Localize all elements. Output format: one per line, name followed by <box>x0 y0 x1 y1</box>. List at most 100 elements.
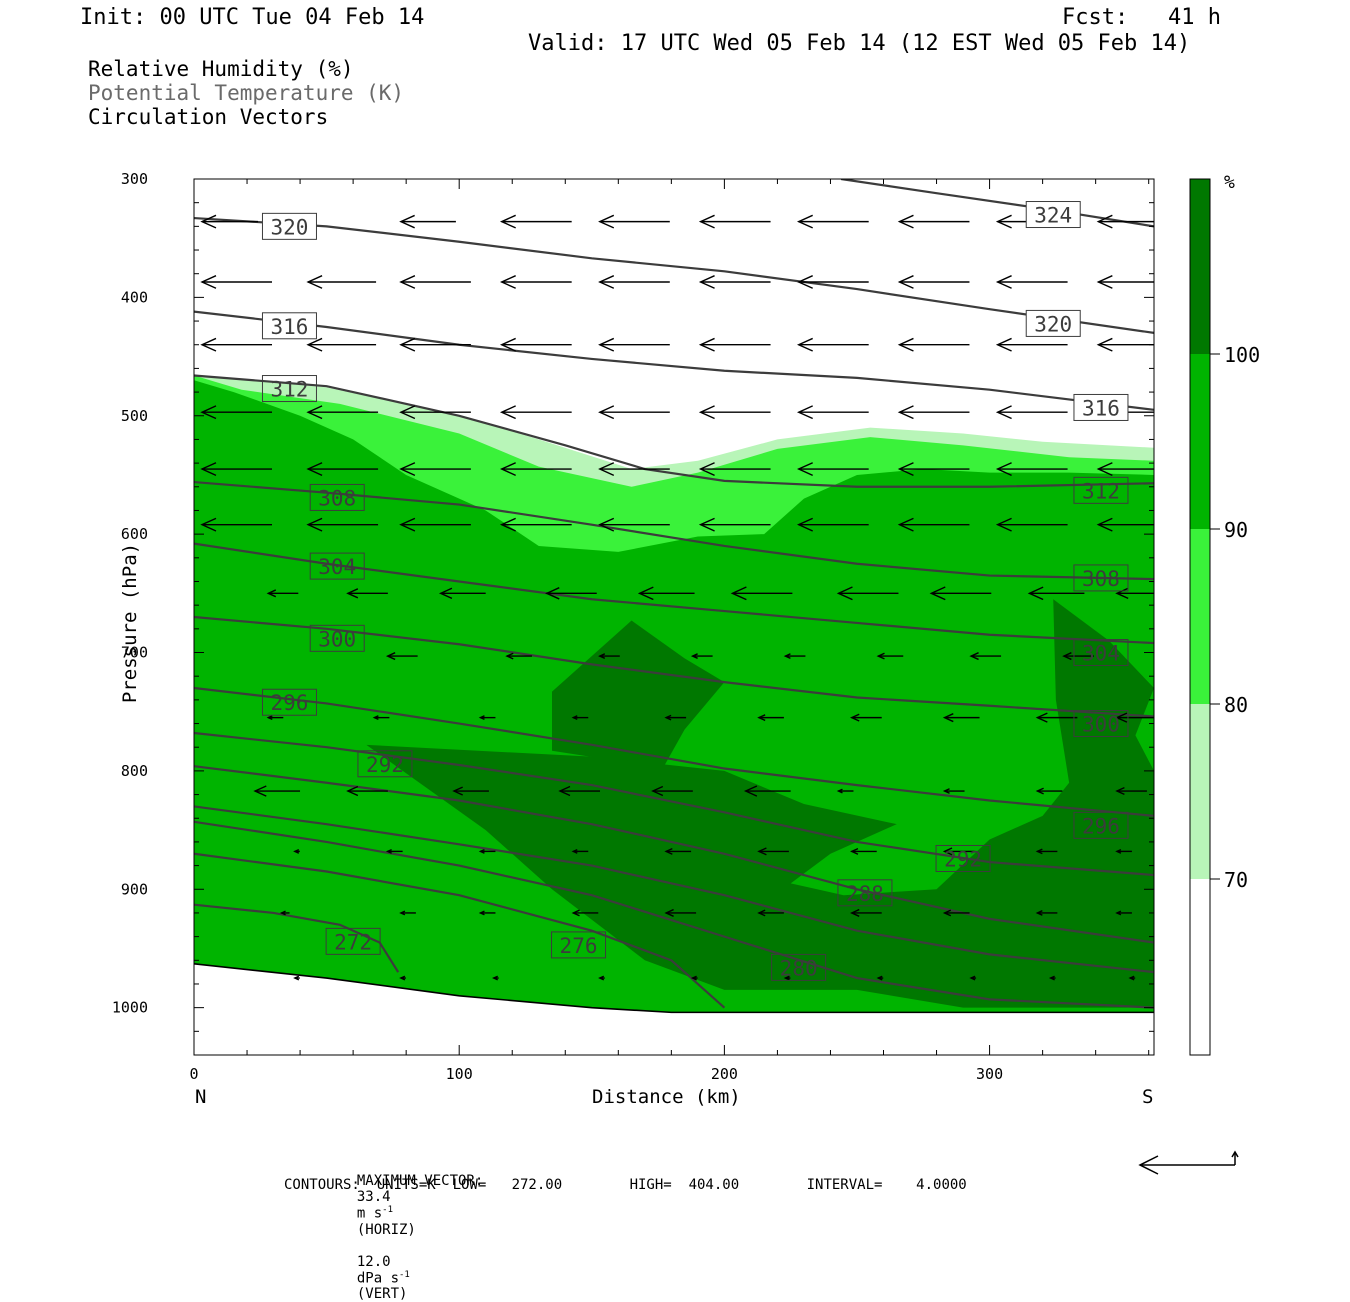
wind-vector <box>876 652 904 660</box>
wind-vector <box>598 517 670 532</box>
colorbar-bin-80 <box>1190 529 1210 704</box>
wind-vector <box>478 848 496 854</box>
horiz-exp: -1 <box>382 1205 393 1215</box>
wind-vector <box>306 337 377 352</box>
theta-contour-304 <box>194 542 1154 645</box>
svg-text:288: 288 <box>846 882 884 906</box>
wind-vector <box>1035 848 1058 855</box>
wind-vector <box>505 652 532 660</box>
wind-vector <box>399 517 471 532</box>
x-tick-label: 200 <box>711 1065 738 1083</box>
theta-contour-300 <box>194 615 1154 718</box>
svg-text:324: 324 <box>1034 204 1072 228</box>
theta-contour-320 <box>194 216 1154 334</box>
x-tick-label: 0 <box>189 1065 198 1083</box>
wind-vector <box>1062 652 1094 661</box>
x-tick-label: 300 <box>976 1065 1003 1083</box>
wind-vector <box>698 214 771 229</box>
terrain-surface-line <box>194 963 1154 1014</box>
wind-vector <box>651 785 693 797</box>
svg-text:312: 312 <box>1082 479 1120 503</box>
wind-vector <box>399 910 416 916</box>
wind-vector <box>942 847 975 856</box>
theta-contour-272 <box>194 903 400 973</box>
wind-vector <box>279 910 290 916</box>
svg-text:296: 296 <box>1082 814 1120 838</box>
wind-vector <box>897 462 970 476</box>
theta-contour-288 <box>194 765 1154 944</box>
contour-label-316: 316 <box>261 312 317 340</box>
vert-exp: -1 <box>399 1269 410 1280</box>
rh-band-100-region <box>366 599 1154 1008</box>
wind-vector <box>545 587 597 600</box>
wind-vector <box>942 713 980 723</box>
colorbar-level-100: 100 <box>1224 343 1261 367</box>
wind-vector <box>492 975 499 981</box>
svg-text:316: 316 <box>1082 396 1120 420</box>
theta-contour-308 <box>194 480 1154 581</box>
wind-vector <box>478 715 496 721</box>
contour-label-304: 304 <box>1073 639 1129 667</box>
wind-vector <box>399 462 471 476</box>
wind-vector <box>438 587 486 600</box>
wind-vector <box>1115 910 1132 916</box>
wind-vector <box>598 214 670 229</box>
vert-unit: dPa s <box>356 1270 400 1287</box>
x-axis-label: Distance (km) <box>592 1086 741 1108</box>
y-axis-label: Pressure (hPa) <box>119 542 141 704</box>
svg-text:316: 316 <box>271 315 309 339</box>
wind-vector <box>478 910 496 916</box>
wind-vector <box>796 275 869 289</box>
contour-label-272: 272 <box>325 927 381 955</box>
wind-vector <box>897 275 970 289</box>
y-tick-label: 400 <box>121 288 148 306</box>
contour-label-280: 280 <box>771 953 827 981</box>
contours-info: CONTOURS: UNITS=K LOW= 272.00 HIGH= 404.… <box>284 1177 967 1193</box>
svg-text:276: 276 <box>560 934 598 958</box>
wind-vector <box>200 337 272 352</box>
theta-contour-280 <box>194 820 1154 1009</box>
contour-label-304: 304 <box>309 552 365 580</box>
wind-vector <box>499 337 572 352</box>
wind-vector <box>897 214 970 229</box>
horiz-tag: (HORIZ) <box>356 1221 416 1238</box>
wind-vector <box>598 975 605 981</box>
wind-vector <box>1048 975 1056 981</box>
svg-text:280: 280 <box>780 956 818 980</box>
wind-vector <box>796 405 869 420</box>
wind-vector <box>995 517 1068 532</box>
contour-label-308: 308 <box>309 483 365 511</box>
north-end-label: N <box>195 1086 207 1108</box>
wind-vector <box>850 713 882 722</box>
wind-vector <box>253 785 301 797</box>
max-vector-label: MAXIMUM VECTOR: <box>356 1173 484 1189</box>
wind-vector <box>942 788 965 794</box>
wind-vector <box>399 275 471 289</box>
horiz-unit: m s <box>356 1205 383 1222</box>
wind-vector <box>558 785 601 797</box>
wind-vector <box>850 847 877 855</box>
wind-vector <box>399 214 456 229</box>
contour-label-292: 292 <box>357 750 413 778</box>
wind-vector <box>796 214 869 229</box>
wind-vector <box>1115 587 1154 600</box>
svg-text:304: 304 <box>318 555 356 579</box>
field-vectors-label: Circulation Vectors <box>88 105 329 129</box>
wind-vector <box>969 975 977 981</box>
wind-vector <box>664 908 697 917</box>
colorbar-level-70: 70 <box>1224 868 1249 892</box>
wind-vector <box>306 517 379 532</box>
wind-vector <box>293 975 300 981</box>
field-rh-label: Relative Humidity (%) <box>88 57 354 81</box>
wind-vector <box>796 517 869 532</box>
svg-text:292: 292 <box>944 847 982 871</box>
x-tick-label: 100 <box>446 1065 473 1083</box>
wind-vector <box>598 462 670 476</box>
contour-label-300: 300 <box>309 624 365 652</box>
wind-vector <box>306 275 377 289</box>
colorbar-unit: % <box>1224 172 1235 193</box>
svg-text:312: 312 <box>271 378 309 402</box>
wind-vector <box>1096 275 1154 289</box>
wind-vector <box>1035 787 1063 795</box>
wind-vector <box>385 652 418 661</box>
